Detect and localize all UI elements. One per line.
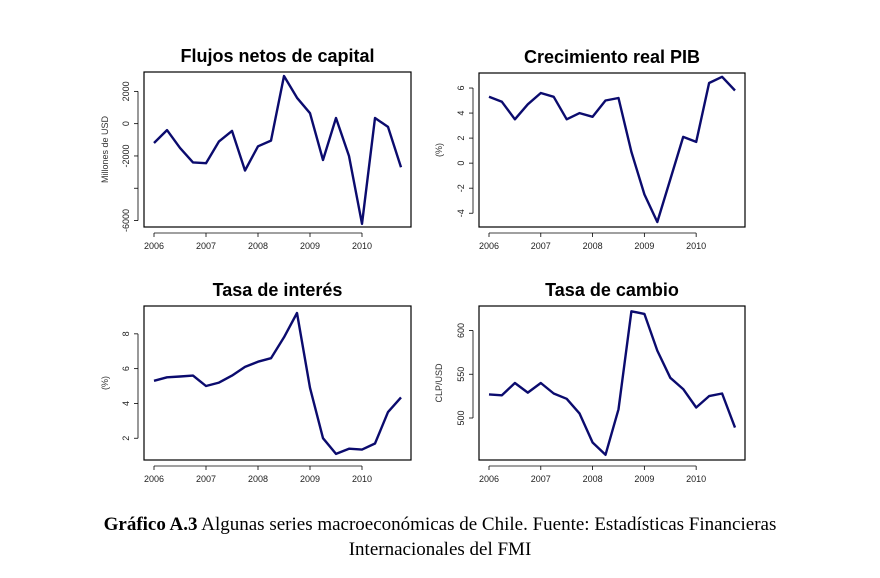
x-tick-label: 2007 (531, 241, 551, 251)
x-tick-label: 2007 (196, 241, 216, 251)
y-axis-label: Millones de USD (100, 115, 110, 183)
x-tick-label: 2009 (634, 474, 654, 484)
y-tick-label: -4 (456, 209, 466, 217)
chart-title: Flujos netos de capital (180, 46, 374, 66)
y-tick-label: -6000 (121, 209, 131, 232)
y-tick-label: 6 (456, 86, 466, 91)
chart-panel-4: Tasa de cambio 2006 2007 2008 2009 2010 500 550… (434, 280, 746, 484)
series-line (488, 75, 736, 224)
chart-panel-2: Crecimiento real PIB 2006 2007 2008 2009 2010… (434, 47, 746, 251)
y-tick-label: 6 (121, 366, 131, 371)
figure-caption: Gráfico A.3 Algunas series macroeconómic… (0, 512, 880, 562)
y-axis-label: CLP/USD (434, 363, 444, 403)
x-tick-label: 2010 (686, 474, 706, 484)
x-tick-label: 2010 (352, 474, 372, 484)
y-axis-label: (%) (434, 143, 444, 157)
y-tick-label: 600 (456, 323, 466, 338)
plot-frame (478, 72, 746, 228)
x-tick-label: 2008 (583, 241, 603, 251)
plot-frame (143, 305, 412, 461)
x-tick-label: 2006 (479, 474, 499, 484)
chart-panel-1: Flujos netos de capital 2006 2007 2008 2009 2… (100, 46, 412, 251)
y-tick-label: -2000 (121, 144, 131, 167)
x-tick-label: 2009 (634, 241, 654, 251)
y-tick-label: 2 (121, 436, 131, 441)
plot-frame (143, 71, 412, 228)
x-tick-label: 2010 (686, 241, 706, 251)
chart-panel-3: Tasa de interés 2006 2007 2008 2009 2010 2 4 6 8 (… (100, 280, 412, 484)
chart-title: Tasa de interés (213, 280, 343, 300)
x-tick-label: 2009 (300, 474, 320, 484)
chart-title: Crecimiento real PIB (524, 47, 700, 67)
y-tick-label: 0 (456, 161, 466, 166)
y-tick-label: -2 (456, 184, 466, 192)
x-tick-label: 2009 (300, 241, 320, 251)
caption-text-2: Internacionales del FMI (348, 539, 532, 560)
series-line (153, 74, 403, 226)
x-tick-label: 2006 (144, 241, 164, 251)
plot-frame (478, 305, 746, 461)
caption-label: Gráfico A.3 (103, 514, 198, 535)
y-axis-label: (%) (100, 376, 110, 390)
x-tick-label: 2006 (479, 241, 499, 251)
y-tick-label: 4 (121, 401, 131, 406)
x-tick-label: 2008 (248, 474, 268, 484)
x-tick-label: 2006 (144, 474, 164, 484)
series-line (153, 311, 402, 456)
x-tick-label: 2010 (352, 241, 372, 251)
chart-title: Tasa de cambio (545, 280, 679, 300)
series-line (488, 310, 737, 456)
y-tick-label: 2 (456, 136, 466, 141)
x-tick-label: 2007 (196, 474, 216, 484)
y-tick-label: 8 (121, 331, 131, 336)
y-tick-label: 550 (456, 367, 466, 382)
x-tick-label: 2008 (248, 241, 268, 251)
y-tick-label: 500 (456, 410, 466, 425)
x-tick-label: 2008 (583, 474, 603, 484)
y-tick-label: 0 (121, 121, 131, 126)
y-tick-label: 4 (456, 111, 466, 116)
caption-text-1: Algunas series macroeconómicas de Chile.… (197, 514, 777, 535)
x-tick-label: 2007 (531, 474, 551, 484)
y-tick-label: 2000 (121, 81, 131, 101)
